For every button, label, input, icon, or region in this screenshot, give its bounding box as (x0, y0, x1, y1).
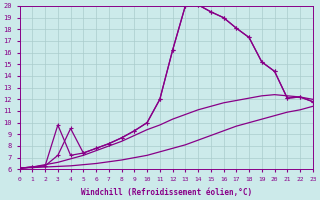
X-axis label: Windchill (Refroidissement éolien,°C): Windchill (Refroidissement éolien,°C) (81, 188, 252, 197)
